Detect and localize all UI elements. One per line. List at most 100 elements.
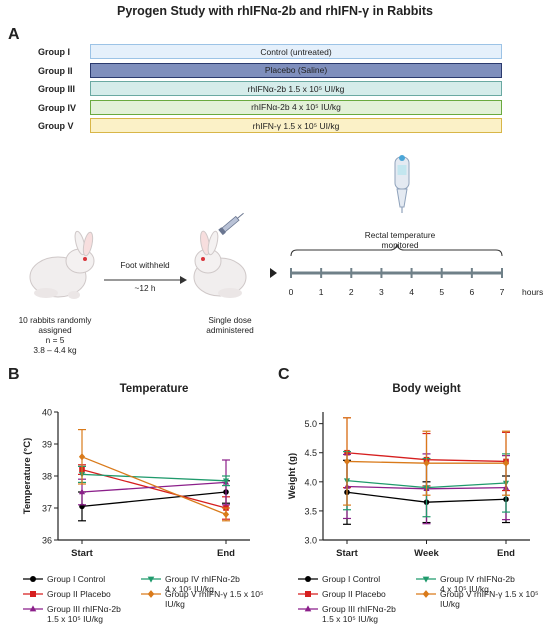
legend-swatch	[298, 591, 318, 597]
group-bar: rhIFNα-2b 4 x 10⁵ IU/kg	[90, 99, 502, 115]
group-label: Group II	[38, 65, 73, 76]
y-tick-label: 38	[42, 472, 52, 482]
legend-label-line1: Group III rhIFNα-2b	[47, 604, 121, 614]
group-bar: Control (untreated)	[90, 44, 502, 59]
legend-item: Group IV rhIFNα-2b 4 x 10⁵ IU/kg	[140, 574, 240, 594]
rectal-line1: Rectal temperature	[364, 230, 436, 240]
y-tick-label: 4.0	[304, 477, 317, 487]
timeline-tick-label: 5	[439, 287, 444, 297]
legend-label-line2: IU/kg	[440, 599, 460, 609]
temperature-chart: Temperature 36 37 38 39 40 Start End Temperature…	[22, 383, 250, 559]
timeline-tick-label: 2	[349, 287, 354, 297]
series-line	[81, 491, 227, 508]
timeline-tick-label: 7	[500, 287, 505, 297]
y-axis-label: Temperature (°C)	[22, 438, 33, 514]
timeline-brace	[290, 243, 503, 257]
legend-label-line2: IU/kg	[165, 599, 185, 609]
series	[78, 459, 230, 506]
group-bar-text: rhIFNα-2b 4 x 10⁵ IU/kg	[251, 102, 341, 112]
legend-swatch	[141, 590, 161, 598]
legend-label-line1: Group V rhIFN-γ 1.5 x 10⁵	[440, 589, 539, 599]
legend-marker	[30, 576, 36, 582]
legend-swatch	[298, 605, 318, 612]
legend-label: Group II Placebo	[47, 589, 111, 599]
series-line	[81, 473, 227, 482]
rectal-line2: monitored	[381, 240, 419, 250]
legend-item: Group I Control	[22, 574, 105, 584]
body-weight-chart: Body weight 3.0 3.5 4.0 4.5 5.0 Start Week End We…	[287, 383, 530, 559]
series-line	[81, 481, 227, 493]
series	[343, 417, 510, 506]
y-tick-label: 3.0	[304, 536, 317, 546]
y-tick-label: 3.5	[304, 506, 317, 516]
foot-withheld-label: Foot withheld	[120, 260, 170, 270]
legend-item: Group II Placebo	[22, 589, 111, 599]
legend-label-line1: Group IV rhIFNα-2b	[440, 574, 515, 584]
legend-label-line1: Group IV rhIFNα-2b	[165, 574, 240, 584]
legend-label: Group V rhIFN-γ 1.5 x 10⁵ IU/kg	[440, 589, 538, 609]
single-dose-caption: Single dose administered	[185, 315, 275, 335]
data-point	[343, 457, 351, 466]
legend-item: Group III rhIFNα-2b 1.5 x 10⁵ IU/kg	[22, 604, 121, 624]
rabbit-left-icon	[29, 230, 95, 299]
legend-marker	[304, 605, 312, 612]
legend-marker	[147, 590, 155, 598]
y-tick-label: 36	[42, 536, 52, 546]
rectal-caption: Rectal temperature monitored	[340, 230, 460, 250]
syringe-icon	[218, 212, 244, 236]
legend-label-line1: Group I Control	[322, 574, 381, 584]
group-bar: rhIFNα-2b 1.5 x 10⁵ UI/kg	[90, 81, 502, 96]
legend-label: Group IV rhIFNα-2b 4 x 10⁵ IU/kg	[440, 574, 515, 594]
rabbits-caption-line3: n = 5	[45, 335, 65, 345]
figure-title: Pyrogen Study with rhIFNα-2b and rhIFN-γ…	[116, 4, 434, 18]
rabbit-right-icon	[193, 230, 247, 298]
legend-label-line2: 4 x 10⁵ IU/kg	[165, 584, 214, 594]
legend-label: Group V rhIFN-γ 1.5 x 10⁵ IU/kg	[165, 589, 263, 609]
legend-swatch	[141, 576, 161, 583]
chart-title: Temperature	[120, 383, 189, 395]
legend-swatch	[23, 576, 43, 582]
legend-label-line1: Group II Placebo	[47, 589, 111, 599]
protocol-schematic: 0 1 2 3 4 5 6 7 hours	[29, 155, 543, 299]
legend-label-line2: 4 x 10⁵ IU/kg	[440, 584, 489, 594]
y-tick-label: 4.5	[304, 448, 317, 458]
group-label: Group III	[38, 84, 75, 94]
legend-label-line1: Group III rhIFNα-2b	[322, 604, 396, 614]
data-point	[78, 453, 86, 461]
x-tick-label: Week	[414, 548, 439, 559]
group-bar: rhIFN-γ 1.5 x 10⁵ UI/kg	[90, 118, 502, 133]
timeline-tick-label: 6	[469, 287, 474, 297]
legend-label: Group III rhIFNα-2b 1.5 x 10⁵ IU/kg	[47, 604, 121, 624]
legend-marker	[422, 590, 430, 598]
legend-marker	[29, 605, 37, 612]
legend-swatch	[23, 605, 43, 612]
series	[78, 428, 230, 522]
data-point	[78, 488, 86, 495]
legend-swatch	[416, 576, 436, 583]
legend-temperature: Group I Control Group IV rhIFNα-2b 4 x 10⁵…	[0, 570, 275, 632]
y-tick-label: 37	[42, 504, 52, 514]
data-point	[502, 459, 510, 467]
data-point	[423, 459, 430, 467]
y-tick-label: 39	[42, 440, 52, 450]
group-bar-text: rhIFNα-2b 1.5 x 10⁵ UI/kg	[247, 83, 345, 94]
x-tick-label: Start	[71, 548, 93, 559]
panel-b-letter: B	[8, 366, 20, 383]
rabbits-caption-line2: assigned	[38, 325, 72, 335]
legend-label: Group II Placebo	[322, 589, 386, 599]
x-tick-label: Start	[336, 548, 358, 559]
legend-label-line2: 1.5 x 10⁵ IU/kg	[47, 614, 103, 624]
legend-label-line2: 1.5 x 10⁵ IU/kg	[322, 614, 378, 624]
legend-marker	[30, 591, 36, 597]
legend-marker	[422, 576, 430, 583]
legend-label: Group IV rhIFNα-2b 4 x 10⁵ IU/kg	[165, 574, 240, 594]
data-point	[222, 510, 230, 519]
legend-label: Group III rhIFNα-2b 1.5 x 10⁵ IU/kg	[322, 604, 396, 624]
legend-marker	[305, 591, 311, 597]
legend-item: Group IV rhIFNα-2b 4 x 10⁵ IU/kg	[415, 574, 515, 594]
legend-label: Group I Control	[47, 574, 105, 584]
timeline-tick-label: 4	[409, 287, 414, 297]
data-point	[222, 478, 230, 485]
series-line	[81, 456, 227, 516]
legend-label-line1: Group II Placebo	[322, 589, 386, 599]
